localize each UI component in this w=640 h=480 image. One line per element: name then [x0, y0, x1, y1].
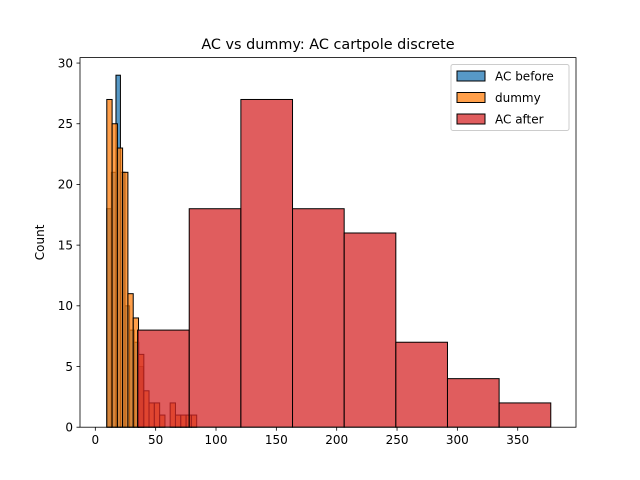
- y-tick-label: 25: [58, 117, 73, 131]
- y-tick-label: 5: [65, 360, 73, 374]
- ac-after-bar-2: [240, 98, 294, 428]
- dummy-bar-1: [111, 123, 118, 428]
- legend-label-dummy: dummy: [495, 91, 541, 105]
- ac-after-bar-6: [446, 378, 500, 428]
- x-tick-label: 200: [325, 433, 348, 447]
- legend-swatch-dummy: [456, 92, 486, 103]
- y-axis-ticks: 0 5 10 15 20 25 30: [58, 56, 80, 435]
- dummy-bar-4: [127, 293, 134, 428]
- x-tick-label: 100: [205, 433, 228, 447]
- y-tick-label: 30: [58, 56, 73, 70]
- y-tick-label: 15: [58, 238, 73, 252]
- ac-after-bar-0: [137, 329, 190, 428]
- x-tick-label: 350: [506, 433, 529, 447]
- ac-after-bar-5: [395, 341, 448, 428]
- dummy-bar-3: [122, 171, 129, 428]
- x-tick-label: 50: [148, 433, 163, 447]
- plot-frame: [79, 57, 577, 428]
- ac-after-bar-7: [498, 402, 552, 428]
- x-tick-label: 250: [386, 433, 409, 447]
- legend-label-ac-after: AC after: [495, 112, 544, 126]
- ac-after-bar-1: [188, 208, 242, 428]
- y-tick-label: 0: [65, 421, 73, 435]
- x-tick-label: 300: [446, 433, 469, 447]
- ac-after-bar-4: [343, 232, 397, 428]
- y-axis-label: Count: [33, 224, 47, 260]
- legend-swatch-ac-after: [456, 113, 486, 125]
- dummy-bar-0: [106, 98, 113, 428]
- chart-title: AC vs dummy: AC cartpole discrete: [201, 37, 454, 53]
- y-tick-label: 10: [58, 299, 73, 313]
- y-tick-label: 20: [58, 178, 73, 192]
- ac-after-bar-3: [292, 208, 345, 428]
- x-axis-ticks: 0 50 100 150 200 250 300 350: [92, 427, 529, 447]
- series-ac-after: [137, 98, 552, 428]
- x-tick-label: 150: [265, 433, 288, 447]
- dummy-bar-2: [116, 147, 124, 428]
- legend: AC before dummy AC after: [450, 64, 570, 131]
- legend-label-ac-before: AC before: [495, 69, 554, 83]
- legend-swatch-ac-before: [456, 70, 486, 82]
- x-tick-label: 0: [92, 433, 100, 447]
